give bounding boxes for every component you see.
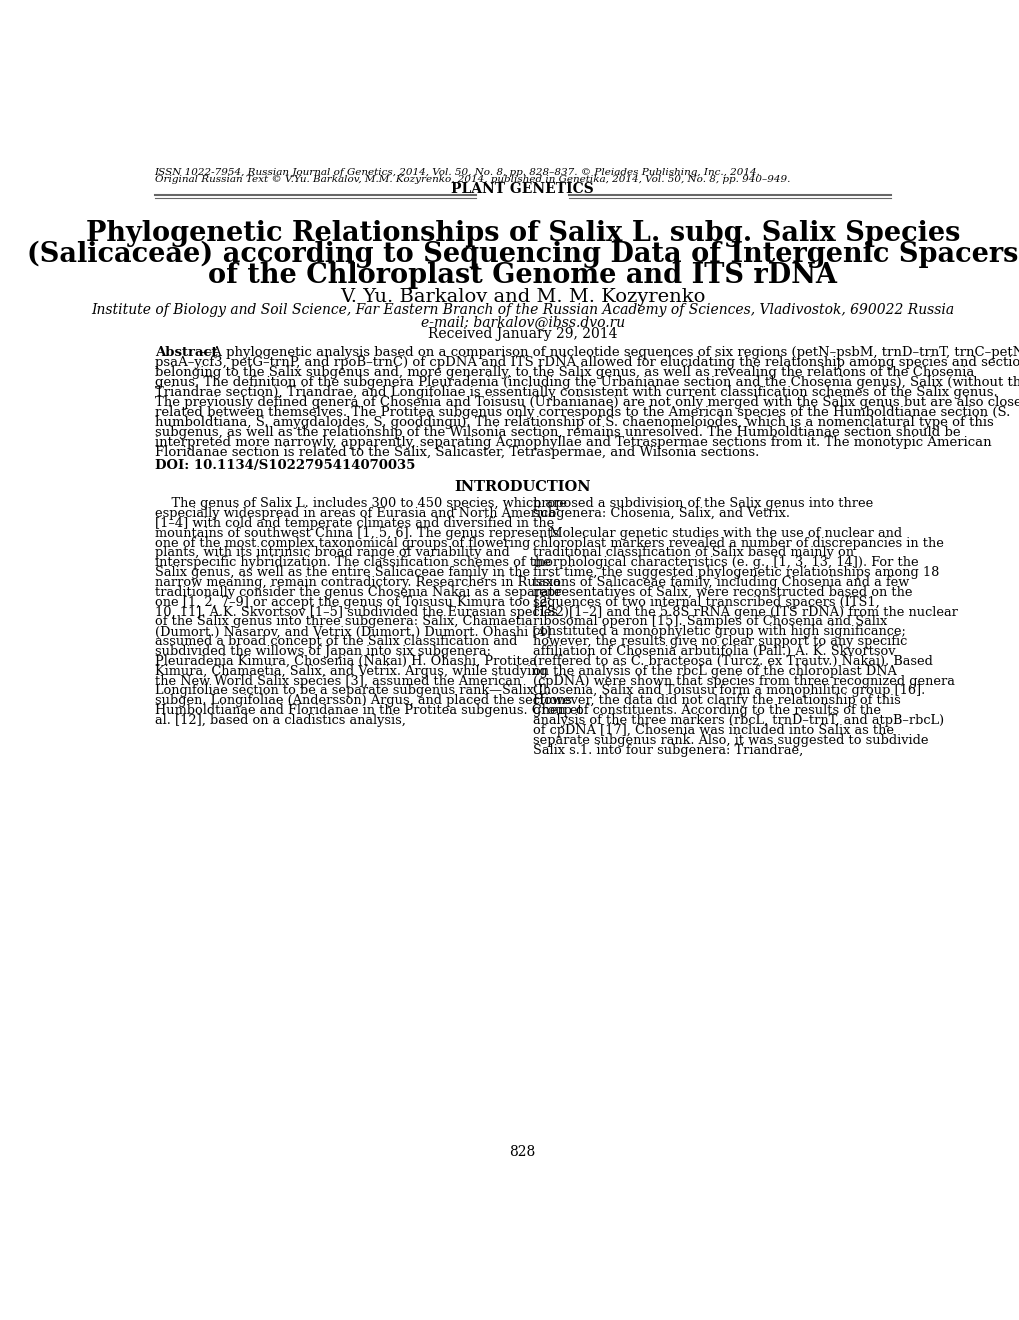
Text: ribosomal operon [15]. Samples of Chosenia and Salix: ribosomal operon [15]. Samples of Chosen… [532,615,887,628]
Text: al. [12], based on a cladistics analysis,: al. [12], based on a cladistics analysis… [155,714,406,727]
Text: genus. The definition of the subgenera Pleuradenia (including the Urbanianae sec: genus. The definition of the subgenera P… [155,376,1019,388]
Text: (Dumort.) Nasarov, and Vetrix (Dumort.) Dumort. Ohashi [4]: (Dumort.) Nasarov, and Vetrix (Dumort.) … [155,626,550,639]
Text: separate subgenus rank. Also, it was suggested to subdivide: separate subgenus rank. Also, it was sug… [532,734,927,747]
Text: ISSN 1022-7954, Russian Journal of Genetics, 2014, Vol. 50, No. 8, pp. 828–837. : ISSN 1022-7954, Russian Journal of Genet… [155,168,760,177]
Text: interspecific hybridization. The classification schemes of the: interspecific hybridization. The classif… [155,556,550,569]
Text: Received January 29, 2014: Received January 29, 2014 [428,327,616,341]
Text: Triandrae section), Triandrae, and Longifoliae is essentially consistent with cu: Triandrae section), Triandrae, and Longi… [155,385,997,399]
Text: representatives of Salix, were reconstructed based on the: representatives of Salix, were reconstru… [532,586,911,599]
Text: Chosenia, Salix and Toisusu form a monophilitic group [16].: Chosenia, Salix and Toisusu form a monop… [532,685,924,697]
Text: morphological characteristics (e. g., [1, 3, 13, 14]). For the: morphological characteristics (e. g., [1… [532,556,917,569]
Text: one [1, 2, 7–9] or accept the genus of Toisusu Kimura too [2,: one [1, 2, 7–9] or accept the genus of T… [155,595,550,609]
Text: Longifoliae section to be a separate subgenus rank—Salix L.: Longifoliae section to be a separate sub… [155,685,550,697]
Text: of the Salix genus into three subgenera: Salix, Chamaetia: of the Salix genus into three subgenera:… [155,615,532,628]
Text: assumed a broad concept of the Salix classification and: assumed a broad concept of the Salix cla… [155,635,517,648]
Text: Abstract: Abstract [155,346,217,359]
Text: taxons of Salicaceae family, including Chosenia and a few: taxons of Salicaceae family, including C… [532,576,908,589]
Text: Salix genus, as well as the entire Salicaceae family in the: Salix genus, as well as the entire Salic… [155,566,529,579]
Text: constituted a monophyletic group with high significance;: constituted a monophyletic group with hi… [532,626,905,639]
Text: traditionally consider the genus Chosenia Nakai as a separate: traditionally consider the genus Choseni… [155,586,560,599]
Text: Institute of Biology and Soil Science, Far Eastern Branch of the Russian Academy: Institute of Biology and Soil Science, F… [91,304,954,317]
Text: psaA–ycf3, petG–trnP, and rpoB–trnC) of cpDNA and ITS rDNA allowed for elucidati: psaA–ycf3, petG–trnP, and rpoB–trnC) of … [155,355,1019,368]
Text: of the Chloroplast Genome and ITS rDNA: of the Chloroplast Genome and ITS rDNA [208,261,837,289]
Text: However, the data did not clarify the relationship of this: However, the data did not clarify the re… [532,694,900,708]
Text: on the analysis of the rbcL gene of the chloroplast DNA: on the analysis of the rbcL gene of the … [532,665,896,677]
Text: subgen. Longifoliae (Andersson) Argus, and placed the sections: subgen. Longifoliae (Andersson) Argus, a… [155,694,571,708]
Text: Kimura, Chamaetia, Salix, and Vetrix. Argus, while studying: Kimura, Chamaetia, Salix, and Vetrix. Ar… [155,665,547,677]
Text: ITS2)[1–2] and the 5.8S rRNA gene (ITS rDNA) from the nuclear: ITS2)[1–2] and the 5.8S rRNA gene (ITS r… [532,606,957,619]
Text: Pleuradenia Kimura, Chosenia (Nakai) H. Ohashi, Protitea: Pleuradenia Kimura, Chosenia (Nakai) H. … [155,655,536,668]
Text: Original Russian Text © V.Yu. Barkalov, M.M. Kozyrenko, 2014, published in Genet: Original Russian Text © V.Yu. Barkalov, … [155,176,790,185]
Text: 828: 828 [510,1146,535,1159]
Text: [1–4] with cold and temperate climates and diversified in the: [1–4] with cold and temperate climates a… [155,517,553,529]
Text: belonging to the Salix subgenus and, more generally, to the Salix genus, as well: belonging to the Salix subgenus and, mor… [155,366,973,379]
Text: plants, with its intrinsic broad range of variability and: plants, with its intrinsic broad range o… [155,546,508,560]
Text: interpreted more narrowly, apparently, separating Acmophyllae and Tetraspermae s: interpreted more narrowly, apparently, s… [155,436,990,449]
Text: Phylogenetic Relationships of Salix L. subg. Salix Species: Phylogenetic Relationships of Salix L. s… [86,220,959,247]
Text: first time, the suggested phylogenetic relationships among 18: first time, the suggested phylogenetic r… [532,566,938,579]
Text: chloroplast markers revealed a number of discrepancies in the: chloroplast markers revealed a number of… [532,537,943,549]
Text: traditional classification of Salix based mainly on: traditional classification of Salix base… [532,546,853,560]
Text: related between themselves. The Protitea subgenus only corresponds to the Americ: related between themselves. The Protitea… [155,405,1009,418]
Text: (Salicaceae) according to Sequencing Data of Intergenic Spacers: (Salicaceae) according to Sequencing Dat… [28,240,1017,268]
Text: e-mail: barkalov@ibss.dvo.ru: e-mail: barkalov@ibss.dvo.ru [420,315,625,330]
Text: The genus of Salix L. includes 300 to 450 species, which are: The genus of Salix L. includes 300 to 45… [155,498,567,511]
Text: V. Yu. Barkalov and M. M. Kozyrenko: V. Yu. Barkalov and M. M. Kozyrenko [339,288,705,306]
Text: narrow meaning, remain contradictory. Researchers in Russia: narrow meaning, remain contradictory. Re… [155,576,559,589]
Text: Molecular genetic studies with the use of nuclear and: Molecular genetic studies with the use o… [532,527,901,540]
Text: The previously defined genera of Chosenia and Toisusu (Urbanianae) are not only : The previously defined genera of Choseni… [155,396,1019,409]
Text: subgenera: Chosenia, Salix, and Vetrix.: subgenera: Chosenia, Salix, and Vetrix. [532,507,789,520]
Text: however, the results give no clear support to any specific: however, the results give no clear suppo… [532,635,906,648]
Text: Floridanae section is related to the Salix, Salicaster, Tetraspermae, and Wilson: Floridanae section is related to the Sal… [155,446,758,458]
Text: (cpDNA) were shown that species from three recognized genera: (cpDNA) were shown that species from thr… [532,675,954,688]
Text: analysis of the three markers (rbcL, trnD–trnT, and atpB–rbcL): analysis of the three markers (rbcL, trn… [532,714,943,727]
Text: humboldtiana, S. amygdaloides, S. gooddingii). The relationship of S. chaenomelo: humboldtiana, S. amygdaloides, S. gooddi… [155,416,993,429]
Text: affiliation of Chosenia arbutifolia (Pall.) A. K. Skvortsov: affiliation of Chosenia arbutifolia (Pal… [532,645,895,659]
Text: subdivided the willows of Japan into six subgenera:: subdivided the willows of Japan into six… [155,645,490,659]
Text: sequences of two internal transcribed spacers (ITS1,: sequences of two internal transcribed sp… [532,595,878,609]
Text: subgenus, as well as the relationship of the Wilsonia section, remains unresolve: subgenus, as well as the relationship of… [155,425,959,438]
Text: of cpDNA [17], Chosenia was included into Salix as the: of cpDNA [17], Chosenia was included int… [532,723,893,737]
Text: mountains of southwest China [1, 5, 6]. The genus represents: mountains of southwest China [1, 5, 6]. … [155,527,558,540]
Text: the New World Salix species [3], assumed the American: the New World Salix species [3], assumed… [155,675,521,688]
Text: INTRODUCTION: INTRODUCTION [454,480,590,494]
Text: especially widespread in areas of Eurasia and North America: especially widespread in areas of Eurasi… [155,507,554,520]
Text: Humboldtianae and Floridanae in the Protitea subgenus. Chen et: Humboldtianae and Floridanae in the Prot… [155,704,582,717]
Text: Salix s.1. into four subgenera: Triandrae,: Salix s.1. into four subgenera: Triandra… [532,743,802,756]
Text: group of constituents. According to the results of the: group of constituents. According to the … [532,704,880,717]
Text: —A phylogenetic analysis based on a comparison of nucleotide sequences of six re: —A phylogenetic analysis based on a comp… [199,346,1019,359]
Text: one of the most complex taxonomical groups of flowering: one of the most complex taxonomical grou… [155,537,530,549]
Text: (reffered to as C. bracteosa (Turcz. ex Trautv.) Nakai). Based: (reffered to as C. bracteosa (Turcz. ex … [532,655,931,668]
Text: DOI: 10.1134/S1022795414070035: DOI: 10.1134/S1022795414070035 [155,459,415,471]
Text: proposed a subdivision of the Salix genus into three: proposed a subdivision of the Salix genu… [532,498,872,511]
Text: PLANT GENETICS: PLANT GENETICS [451,182,593,197]
Text: 10, 11]. A.K. Skvortsov [1–5] subdivided the Eurasian species: 10, 11]. A.K. Skvortsov [1–5] subdivided… [155,606,557,619]
